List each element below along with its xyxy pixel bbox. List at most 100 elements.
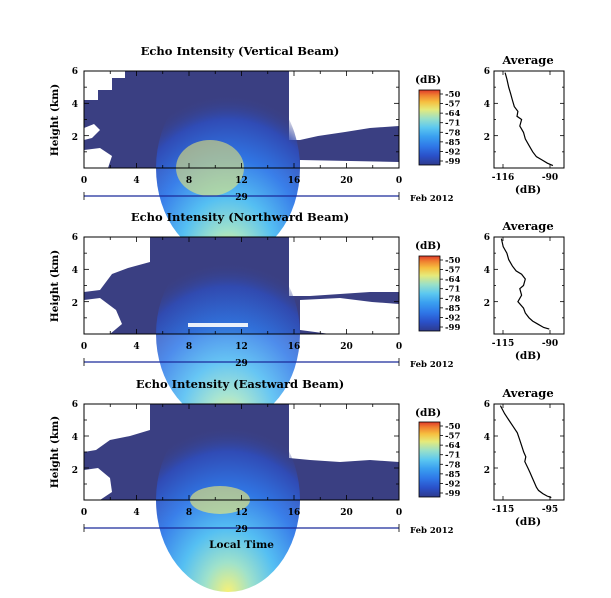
x-tick-label: 20 bbox=[340, 176, 353, 186]
y-tick-label: 6 bbox=[484, 233, 490, 243]
no-data-region bbox=[84, 298, 122, 334]
y-tick-label: 6 bbox=[484, 67, 490, 77]
colorbar-tick-label: -71 bbox=[445, 285, 460, 295]
x-axis-label: (dB) bbox=[515, 184, 541, 196]
colorbar-gradient bbox=[418, 421, 441, 498]
x-axis-label: Local Time bbox=[209, 539, 274, 551]
colorbar-tick-label: -64 bbox=[445, 441, 460, 451]
no-data-region bbox=[84, 237, 150, 292]
colorbar-tick-label: -64 bbox=[445, 275, 460, 285]
colorbar-tick-label: -92 bbox=[445, 313, 460, 323]
x-tick-label: 16 bbox=[288, 508, 301, 518]
x-tick-label: 4 bbox=[133, 508, 139, 518]
y-tick-label: 2 bbox=[484, 299, 490, 309]
colorbar-tick-label: -78 bbox=[445, 294, 460, 304]
panel-northward: Echo Intensity (Northward Beam) 6 4 2 He… bbox=[49, 210, 454, 424]
x-tick-label: -116 bbox=[492, 173, 515, 183]
x-tick-label: -115 bbox=[492, 339, 515, 349]
colorbar-gradient bbox=[418, 89, 441, 166]
y-tick-label: 6 bbox=[72, 233, 78, 243]
colorbar-tick-label: -50 bbox=[445, 90, 460, 100]
x-tick-label: 8 bbox=[186, 176, 192, 186]
average-title: Average bbox=[501, 219, 553, 233]
y-tick-label: 6 bbox=[484, 400, 490, 410]
x-tick-label: 12 bbox=[235, 176, 248, 186]
x-tick-label: 0 bbox=[396, 176, 402, 186]
y-tick-label: 6 bbox=[72, 67, 78, 77]
no-data-region bbox=[300, 160, 399, 168]
no-data-region bbox=[84, 71, 125, 100]
average-panel-northward: Average 6 4 2 -115 -90 (dB) bbox=[484, 219, 565, 362]
x-tick-label: 4 bbox=[133, 176, 139, 186]
date-label: Feb 2012 bbox=[410, 360, 454, 370]
y-tick-label: 2 bbox=[484, 466, 490, 476]
colorbar-tick-label: -92 bbox=[445, 147, 460, 157]
x-tick-label: -90 bbox=[542, 173, 558, 183]
panel-vertical: Echo Intensity (Vertical Beam) 6 4 2 Hei… bbox=[49, 44, 454, 260]
y-tick-label: 4 bbox=[484, 266, 490, 276]
colorbar-ticks: -50-57-64-71-78-85-92-99 bbox=[440, 256, 460, 333]
colorbar-tick-label: -71 bbox=[445, 451, 460, 461]
y-tick-label: 2 bbox=[72, 133, 78, 143]
colorbar-label: (dB) bbox=[415, 240, 441, 252]
colorbar-eastward: (dB) -50-57-64-71-78-85-92-99 bbox=[415, 407, 460, 499]
x-tick-label: -90 bbox=[542, 339, 558, 349]
average-title: Average bbox=[501, 386, 553, 400]
no-data-region bbox=[84, 468, 112, 500]
day-label: 29 bbox=[235, 359, 248, 369]
date-label: Feb 2012 bbox=[410, 526, 454, 536]
colorbar-tick-label: -92 bbox=[445, 479, 460, 489]
colorbar-tick-label: -85 bbox=[445, 138, 460, 148]
average-title: Average bbox=[501, 53, 553, 67]
colorbar-tick-label: -78 bbox=[445, 460, 460, 470]
x-tick-label: 0 bbox=[81, 508, 87, 518]
y-tick-label: 4 bbox=[72, 100, 78, 110]
x-tick-label: -95 bbox=[542, 505, 558, 515]
x-axis: 0 4 8 12 16 20 0 bbox=[81, 176, 402, 186]
colorbar-tick-label: -50 bbox=[445, 422, 460, 432]
y-axis: 6 4 2 bbox=[72, 67, 78, 143]
x-tick-label: 12 bbox=[235, 508, 248, 518]
x-axis-label: (dB) bbox=[515, 516, 541, 528]
x-tick-label: 12 bbox=[235, 342, 248, 352]
y-tick-label: 4 bbox=[484, 100, 490, 110]
y-tick-label: 2 bbox=[484, 133, 490, 143]
panel-eastward: Echo Intensity (Eastward Beam) 6 4 2 Hei… bbox=[49, 377, 454, 592]
average-frame bbox=[493, 403, 565, 501]
x-tick-label: 0 bbox=[396, 342, 402, 352]
colorbar-tick-label: -99 bbox=[445, 489, 460, 499]
average-profile-line bbox=[504, 72, 554, 167]
y-axis: 6 4 2 bbox=[72, 233, 78, 309]
average-frame bbox=[493, 236, 565, 335]
panel-title: Echo Intensity (Northward Beam) bbox=[131, 210, 349, 224]
x-tick-label: 0 bbox=[396, 508, 402, 518]
average-panel-eastward: Average 6 4 2 -115 -95 (dB) bbox=[484, 386, 565, 528]
axis-tick-marks bbox=[83, 70, 564, 532]
colorbar-ticks: -50-57-64-71-78-85-92-99 bbox=[440, 422, 460, 499]
panel-title: Echo Intensity (Vertical Beam) bbox=[141, 44, 340, 58]
colorbar-tick-label: -57 bbox=[445, 100, 460, 110]
average-profile-line bbox=[500, 238, 550, 330]
y-tick-label: 6 bbox=[72, 400, 78, 410]
average-frame bbox=[493, 70, 565, 169]
no-data-region bbox=[84, 404, 150, 452]
colorbar-label: (dB) bbox=[415, 407, 441, 419]
x-axis: 0 4 8 12 16 20 0 bbox=[81, 508, 402, 518]
date-label: Feb 2012 bbox=[410, 194, 454, 204]
average-profile-line bbox=[499, 405, 552, 499]
panel-title: Echo Intensity (Eastward Beam) bbox=[136, 377, 344, 391]
no-data-region bbox=[300, 298, 399, 334]
x-axis-label: (dB) bbox=[515, 350, 541, 362]
x-tick-label: 20 bbox=[340, 342, 353, 352]
colorbar-tick-label: -78 bbox=[445, 128, 460, 138]
x-tick-label: 4 bbox=[133, 342, 139, 352]
y-axis: 6 4 2 bbox=[72, 400, 78, 476]
x-tick-label: 0 bbox=[81, 342, 87, 352]
colorbar-tick-label: -50 bbox=[445, 256, 460, 266]
y-tick-label: 2 bbox=[72, 299, 78, 309]
x-axis: 0 4 8 12 16 20 0 bbox=[81, 342, 402, 352]
y-tick-label: 2 bbox=[72, 466, 78, 476]
y-tick-label: 4 bbox=[484, 433, 490, 443]
y-axis-label: Height (km) bbox=[49, 416, 61, 488]
